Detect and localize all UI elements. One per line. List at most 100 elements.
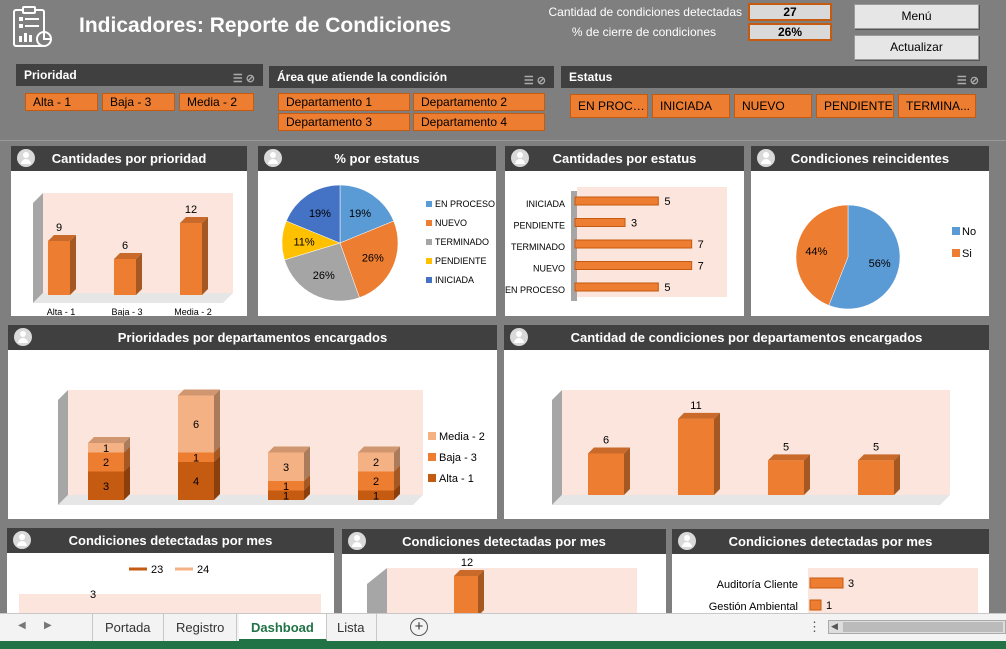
refresh-button[interactable]: Actualizar xyxy=(854,35,979,60)
tick-label: NUEVO xyxy=(533,264,565,274)
status-bar xyxy=(0,641,1006,649)
slicer-chip[interactable]: Alta - 1 xyxy=(25,93,98,111)
priority-bar-chart[interactable]: 9 Alta - 1 6 Baja - 3 12 Media - 2 xyxy=(11,171,247,317)
legend-label: 24 xyxy=(197,564,209,576)
clear-filter-icon[interactable]: ☰ ⊘ xyxy=(232,73,255,85)
stacked-bar-segment xyxy=(394,446,400,472)
priority-dept-stacked-chart[interactable]: 321Departamento 1416Departamento 2113Dep… xyxy=(8,350,497,528)
scroll-left-icon[interactable]: ◀ xyxy=(831,621,838,631)
legend-label: EN PROCESO xyxy=(435,199,495,209)
tab-portada[interactable]: Portada xyxy=(92,614,164,641)
slicer-chip[interactable]: Departamento 1 xyxy=(278,93,410,111)
data-label: 56% xyxy=(869,258,891,270)
stacked-bar-segment xyxy=(88,471,124,500)
month-bar-chart[interactable]: 12 xyxy=(342,554,666,618)
slicer-chip[interactable]: Baja - 3 xyxy=(102,93,175,111)
tick-label: Departamento 1 xyxy=(574,518,639,519)
stacked-bar-segment xyxy=(178,462,214,500)
tab-lista[interactable]: Lista xyxy=(325,614,378,641)
bar xyxy=(768,460,804,495)
stacked-bar-segment xyxy=(88,437,130,443)
sheet-tab-bar: ◀ ▶ Portada Registro Dashboad Lista + ⋮ … xyxy=(0,613,1006,641)
bar xyxy=(714,412,720,495)
panel-title: Condiciones detectadas por mes xyxy=(728,534,933,549)
slicer-chip[interactable]: Media - 2 xyxy=(179,93,254,111)
legend-swatch xyxy=(426,258,432,264)
slicer-chip[interactable]: INICIADA xyxy=(652,94,730,118)
data-label: 3 xyxy=(631,218,637,230)
legend-swatch xyxy=(952,249,960,257)
chart-panel-month-bar: Condiciones detectadas por mes 12 xyxy=(342,529,666,618)
stacked-bar-segment xyxy=(268,446,310,453)
tick-label: Departamento 4 xyxy=(844,518,909,519)
tick-label: PENDIENTE xyxy=(513,221,565,231)
add-sheet-icon[interactable]: + xyxy=(410,618,428,636)
pie-slice xyxy=(795,204,849,306)
user-icon xyxy=(13,531,31,549)
stacked-bar-segment xyxy=(358,446,400,453)
data-label: 2 xyxy=(373,457,379,469)
status-pie-chart[interactable]: 19% 26% 26% 11% 19% EN PROCESO NUEVO TERMINADO P… xyxy=(258,171,496,316)
kpi-detected-label: Cantidad de condiciones detectadas xyxy=(548,5,742,19)
month-line-chart[interactable]: 23 24 3 xyxy=(7,553,334,614)
slicer-chip[interactable]: TERMINA... xyxy=(898,94,976,118)
stacked-bar-segment xyxy=(304,446,310,481)
status-hbar-chart[interactable]: 5 INICIADA 3 PENDIENTE 7 TERMINADO 7 NUEVO 5 EN P… xyxy=(505,171,744,316)
menu-button[interactable]: Menú xyxy=(854,4,979,29)
chart-panel-dept-count: Cantidad de condiciones por departamento… xyxy=(504,325,989,528)
stacked-bar-segment xyxy=(124,437,130,453)
scroll-left-icon[interactable]: ◀ xyxy=(18,620,26,631)
slicer-chip[interactable]: NUEVO xyxy=(734,94,812,118)
stacked-bar-segment xyxy=(304,484,310,500)
slicer-chip[interactable]: EN PROCE... xyxy=(570,94,648,118)
data-label: 9 xyxy=(56,222,62,234)
legend-label: Media - 2 xyxy=(439,431,485,443)
chart-panel-status-count: Cantidades por estatus 5 INICIADA 3 PENDIEN… xyxy=(505,146,744,316)
slicer-chip[interactable]: PENDIENTE xyxy=(816,94,894,118)
tab-dashboad[interactable]: Dashboad xyxy=(239,614,327,641)
bar xyxy=(574,196,659,206)
more-options-icon[interactable]: ⋮ xyxy=(808,619,821,634)
pie-slice xyxy=(286,184,341,244)
legend-swatch xyxy=(426,220,432,226)
tick-label: EN PROCESO xyxy=(505,285,565,295)
dept-bar-chart[interactable]: 6 Departamento 1 11 Departamento 2 5 Departam… xyxy=(504,350,989,528)
data-label: 3 xyxy=(848,578,854,590)
data-label: 1 xyxy=(826,600,832,612)
legend-swatch xyxy=(952,227,960,235)
stacked-bar-segment xyxy=(358,452,394,472)
clear-filter-icon[interactable]: ☰ ⊘ xyxy=(523,75,546,87)
recurring-pie-chart[interactable]: 56% 44% No Si xyxy=(751,171,989,316)
legend-label: 23 xyxy=(151,564,163,576)
data-label: 1 xyxy=(103,443,109,455)
chart-panel-recurring: Condiciones reincidentes 56% 44% No Si xyxy=(751,146,989,316)
chart-panel-month-line: Condiciones detectadas por mes 23 24 3 xyxy=(7,528,334,614)
scrollbar-thumb[interactable] xyxy=(843,622,1003,632)
clear-filter-icon[interactable]: ☰ ⊘ xyxy=(956,75,979,87)
slicer-status-title: Estatus xyxy=(569,70,613,84)
panel-title: Condiciones reincidentes xyxy=(790,151,950,166)
horizontal-scrollbar[interactable]: ◀ xyxy=(828,620,1006,634)
legend-label: TERMINADO xyxy=(435,237,489,247)
slicer-chip[interactable]: Departamento 2 xyxy=(413,93,545,111)
plot-area xyxy=(19,594,321,614)
bar xyxy=(678,412,720,419)
stacked-bar-segment xyxy=(214,446,220,462)
tab-registro[interactable]: Registro xyxy=(164,614,238,641)
tick-label: Gestión Ambiental xyxy=(709,601,798,613)
bar xyxy=(202,217,208,295)
slicer-status: Estatus ☰ ⊘ EN PROCE... INICIADA NUEVO PE… xyxy=(561,66,987,118)
data-label: 12 xyxy=(185,204,197,216)
scroll-right-icon[interactable]: ▶ xyxy=(44,620,52,631)
month-hbar-chart[interactable]: 3 Auditoría Cliente 1 Gestión Ambiental xyxy=(672,554,989,618)
stacked-bar-segment xyxy=(88,452,124,472)
slicer-chip[interactable]: Departamento 3 xyxy=(278,113,410,131)
slicer-chip[interactable]: Departamento 4 xyxy=(413,113,545,131)
data-label: 1 xyxy=(373,490,379,502)
user-icon xyxy=(757,149,775,167)
user-icon xyxy=(510,328,528,346)
user-icon xyxy=(348,532,366,550)
plot-floor xyxy=(552,495,950,505)
bar xyxy=(70,235,76,295)
data-label: 2 xyxy=(373,476,379,488)
